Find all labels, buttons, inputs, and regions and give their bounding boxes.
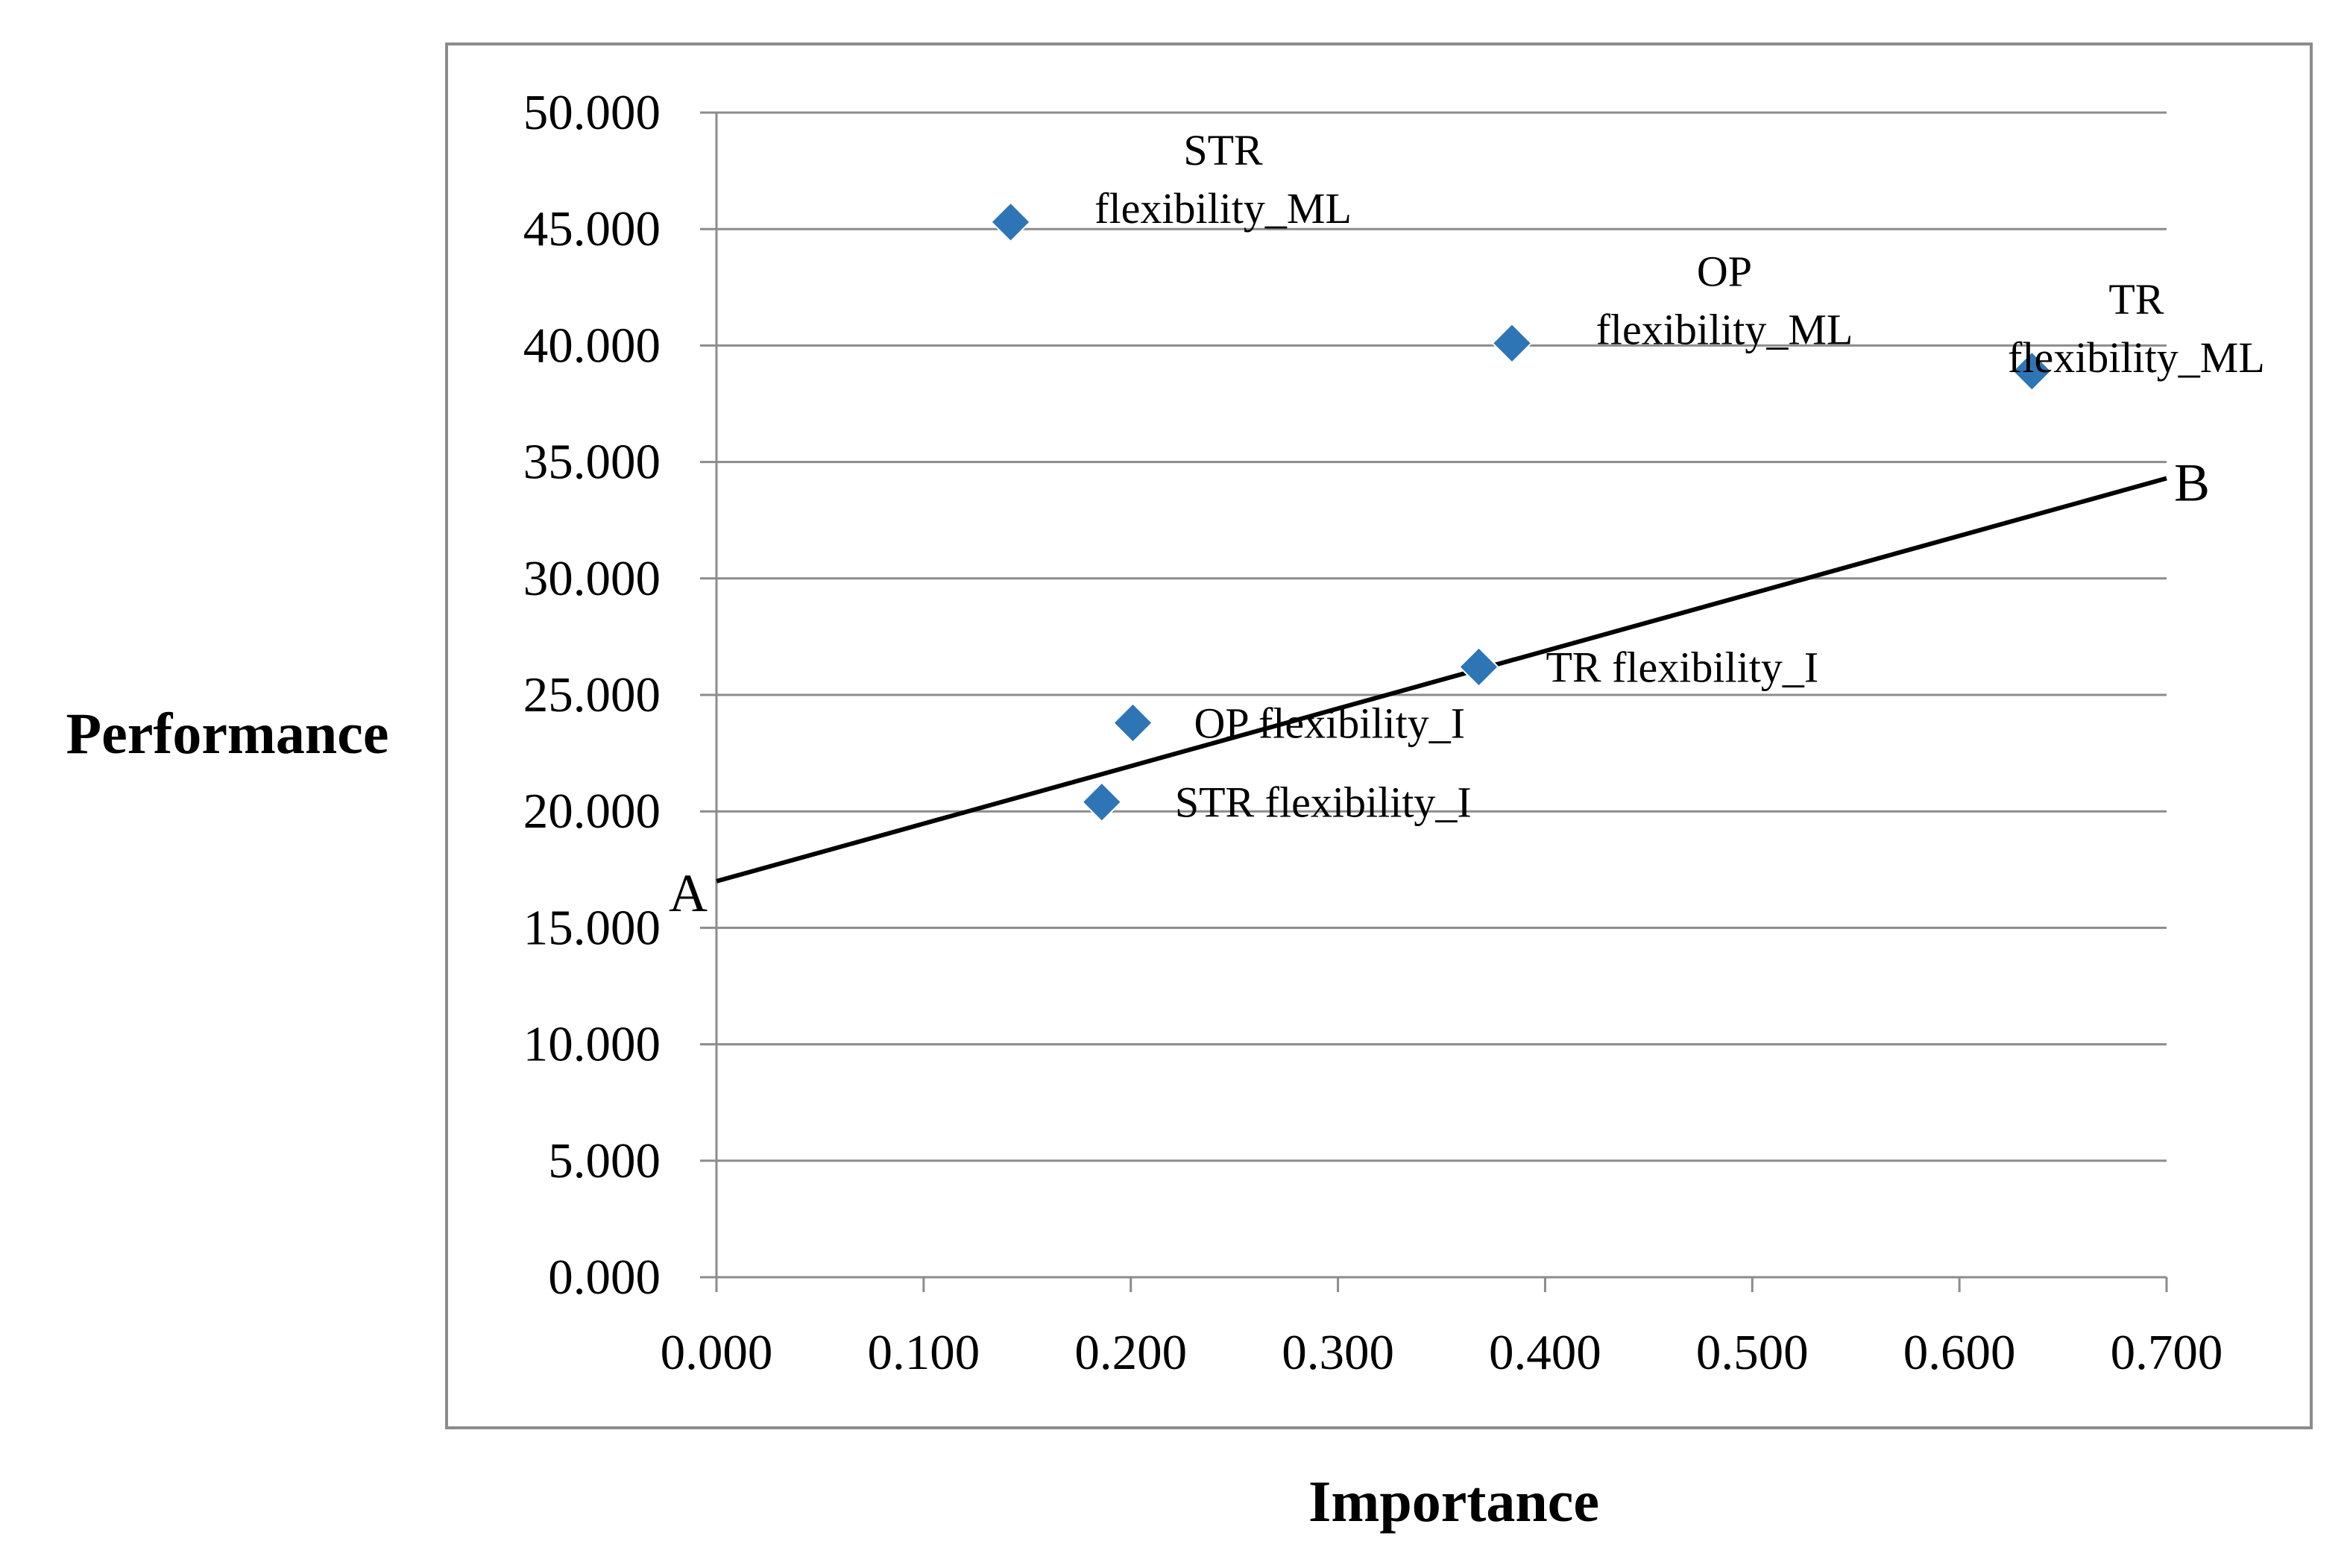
data-point [1458,646,1499,687]
x-tick-label: 0.200 [1074,1325,1187,1380]
y-tick-label: 45.000 [523,201,661,256]
data-label: STR flexibility_I [1175,778,1472,827]
x-tick-label: 0.500 [1696,1325,1809,1380]
data-label: flexibility_ML [1094,184,1352,233]
gridlines [700,111,2167,1162]
data-label: flexibility_ML [2008,333,2265,382]
reference-line [716,476,2167,884]
x-tick-label: 0.700 [2111,1325,2223,1380]
data-point [2011,350,2053,392]
x-tick-label: 0.100 [867,1325,980,1380]
point-labels: STR flexibility_ML OP flexibility_ML TR flexi… [1094,126,2265,827]
data-points [990,201,2053,823]
y-tick-label: 5.000 [548,1133,661,1188]
data-label: OP [1697,247,1752,295]
y-tick-label: 35.000 [523,435,661,490]
data-label: TR [2108,275,2164,324]
line-start-label: A [669,863,708,923]
y-tick-label: 25.000 [523,667,661,722]
y-tick-label: 20.000 [523,784,661,839]
data-point [990,201,1031,243]
chart-frame [445,42,2313,1429]
y-tick-label: 15.000 [523,900,661,955]
data-label: flexibility_ML [1596,305,1853,353]
tick-labels: 0.000 5.000 10.000 15.000 20.000 25.000 30.000… [523,85,2223,1380]
x-tick-label: 0.300 [1282,1325,1394,1380]
data-point [1112,702,1153,743]
y-tick-label: 40.000 [523,318,661,373]
data-point [1081,781,1123,823]
y-tick-label: 30.000 [523,551,661,606]
axes [700,113,2168,1292]
data-label: OP flexibility_I [1194,699,1465,747]
x-tick-label: 0.400 [1489,1325,1601,1380]
y-tick-label: 50.000 [523,85,661,140]
data-label: TR flexibility_I [1546,643,1819,692]
line-end-label: B [2174,453,2210,512]
reference-line-group: AB [669,453,2210,922]
y-tick-label: 0.000 [548,1250,661,1305]
x-axis-title: Importance [1308,1469,1599,1534]
y-tick-label: 10.000 [523,1017,661,1072]
data-label: STR [1183,126,1263,174]
y-axis-title: Performance [66,701,388,766]
x-tick-label: 0.000 [661,1325,773,1380]
x-tick-label: 0.600 [1903,1325,2016,1380]
data-point [1491,322,1533,364]
